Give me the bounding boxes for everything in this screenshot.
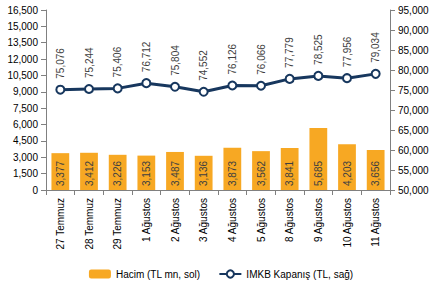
svg-text:5 Ağustos: 5 Ağustos [256,198,267,242]
svg-text:75,000: 75,000 [398,85,429,96]
svg-text:10,500: 10,500 [7,70,38,81]
svg-text:3,377: 3,377 [55,161,66,186]
svg-text:Hacim (TL mn, sol): Hacim (TL mn, sol) [116,269,200,280]
svg-text:3,841: 3,841 [284,161,295,186]
svg-text:27 Temmuz: 27 Temmuz [55,198,66,250]
svg-text:3,136: 3,136 [198,161,209,186]
svg-text:75,406: 75,406 [112,46,123,77]
svg-text:4,203: 4,203 [342,161,353,186]
svg-text:2 Ağustos: 2 Ağustos [170,198,181,242]
svg-text:4 Ağustos: 4 Ağustos [227,198,238,242]
svg-text:16,500: 16,500 [7,5,38,16]
svg-text:3 Ağustos: 3 Ağustos [198,198,209,242]
svg-text:50,000: 50,000 [398,185,429,196]
svg-text:3,153: 3,153 [141,161,152,186]
svg-text:6,000: 6,000 [13,119,38,130]
svg-text:4,500: 4,500 [13,135,38,146]
svg-text:76,066: 76,066 [256,44,267,75]
svg-text:7,500: 7,500 [13,103,38,114]
svg-text:28 Temmuz: 28 Temmuz [84,198,95,250]
svg-text:15,000: 15,000 [7,21,38,32]
svg-text:8 Ağustos: 8 Ağustos [284,198,295,242]
svg-text:9,000: 9,000 [13,86,38,97]
svg-text:3,226: 3,226 [112,161,123,186]
svg-text:77,956: 77,956 [342,36,353,67]
svg-text:74,552: 74,552 [198,50,209,81]
svg-text:3,000: 3,000 [13,152,38,163]
svg-text:79,034: 79,034 [370,32,381,63]
svg-text:1 Ağustos: 1 Ağustos [141,198,152,242]
svg-text:65,000: 65,000 [398,125,429,136]
svg-text:75,804: 75,804 [170,45,181,76]
svg-text:3,562: 3,562 [256,161,267,186]
svg-text:70,000: 70,000 [398,105,429,116]
svg-text:0: 0 [32,185,38,196]
svg-text:1,500: 1,500 [13,168,38,179]
svg-text:75,244: 75,244 [84,47,95,78]
svg-text:11 Ağustos: 11 Ağustos [370,198,381,247]
svg-text:60,000: 60,000 [398,145,429,156]
svg-text:80,000: 80,000 [398,65,429,76]
svg-text:3,412: 3,412 [84,161,95,186]
svg-text:76,126: 76,126 [227,43,238,74]
svg-text:13,500: 13,500 [7,37,38,48]
svg-text:3,873: 3,873 [227,161,238,186]
svg-text:10 Ağustos: 10 Ağustos [342,198,353,247]
svg-text:5,685: 5,685 [313,161,324,186]
svg-text:95,000: 95,000 [398,5,429,16]
svg-text:12,000: 12,000 [7,54,38,65]
svg-text:85,000: 85,000 [398,45,429,56]
svg-text:3,656: 3,656 [370,161,381,186]
svg-text:9 Ağustos: 9 Ağustos [313,198,324,242]
svg-text:77,779: 77,779 [284,37,295,68]
svg-text:29 Temmuz: 29 Temmuz [112,198,123,250]
svg-text:90,000: 90,000 [398,25,429,36]
svg-text:75,076: 75,076 [55,48,66,79]
svg-text:IMKB Kapanış (TL, sağ): IMKB Kapanış (TL, sağ) [246,269,353,280]
svg-text:76,712: 76,712 [141,41,152,72]
svg-text:78,525: 78,525 [313,34,324,65]
svg-text:55,000: 55,000 [398,165,429,176]
svg-text:3,487: 3,487 [170,161,181,186]
